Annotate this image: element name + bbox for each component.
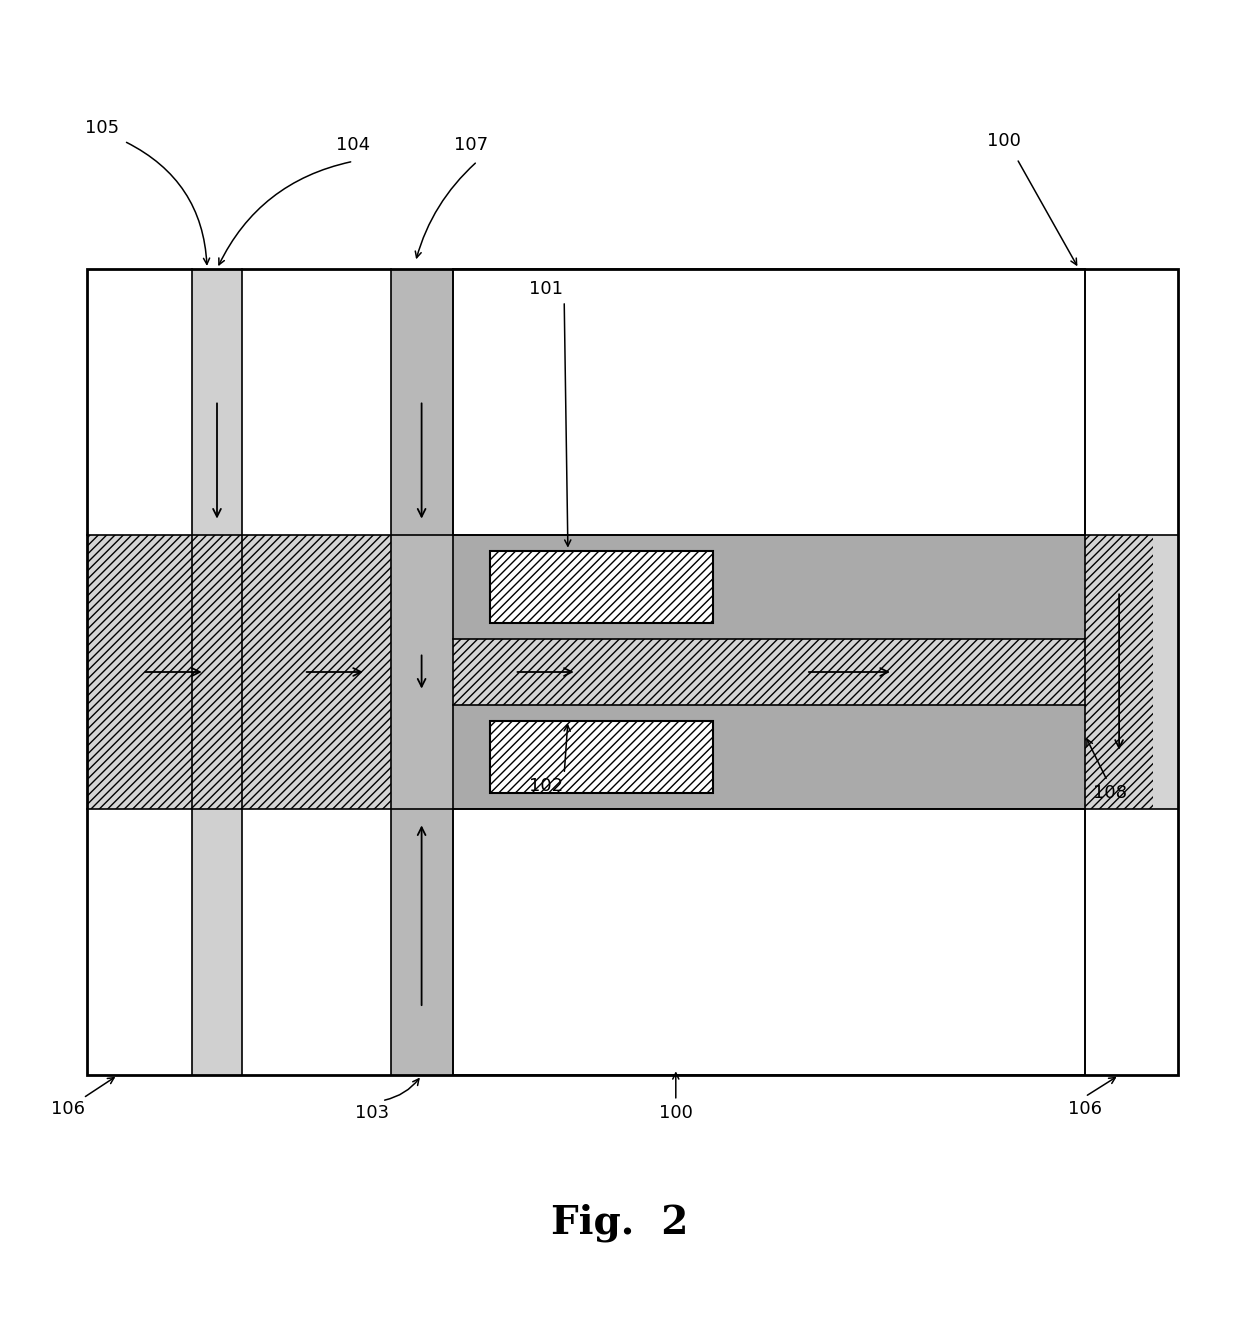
Bar — [453, 535, 1085, 640]
Bar — [453, 640, 1085, 704]
Text: Fig.  2: Fig. 2 — [552, 1204, 688, 1242]
Bar — [453, 809, 1085, 1075]
Text: 103: 103 — [355, 1103, 389, 1122]
Text: 107: 107 — [454, 136, 489, 155]
Bar — [391, 269, 453, 1075]
Bar — [453, 269, 1085, 535]
Text: 102: 102 — [528, 777, 563, 796]
Text: 105: 105 — [84, 118, 119, 137]
Text: 101: 101 — [528, 280, 563, 298]
Text: 104: 104 — [336, 136, 371, 155]
Bar — [1085, 809, 1153, 1075]
Text: 106: 106 — [1068, 1099, 1102, 1118]
Bar — [87, 535, 391, 809]
Bar — [242, 269, 391, 535]
Text: 100: 100 — [658, 1103, 693, 1122]
Bar — [87, 269, 192, 535]
Text: 108: 108 — [1092, 784, 1127, 802]
Bar — [87, 535, 1178, 809]
Bar — [453, 269, 1153, 1075]
Text: 100: 100 — [987, 132, 1022, 151]
Bar — [242, 809, 391, 1075]
Bar — [453, 269, 1085, 535]
Bar — [192, 269, 242, 1075]
Bar — [1085, 535, 1153, 809]
Bar — [87, 269, 1178, 1075]
Bar — [87, 809, 192, 1075]
Bar — [490, 551, 713, 624]
Bar — [453, 704, 1085, 809]
Bar — [87, 269, 1178, 1075]
Bar — [490, 720, 713, 793]
Bar — [453, 809, 1085, 1075]
Bar — [1085, 269, 1153, 535]
Text: 106: 106 — [51, 1099, 86, 1118]
